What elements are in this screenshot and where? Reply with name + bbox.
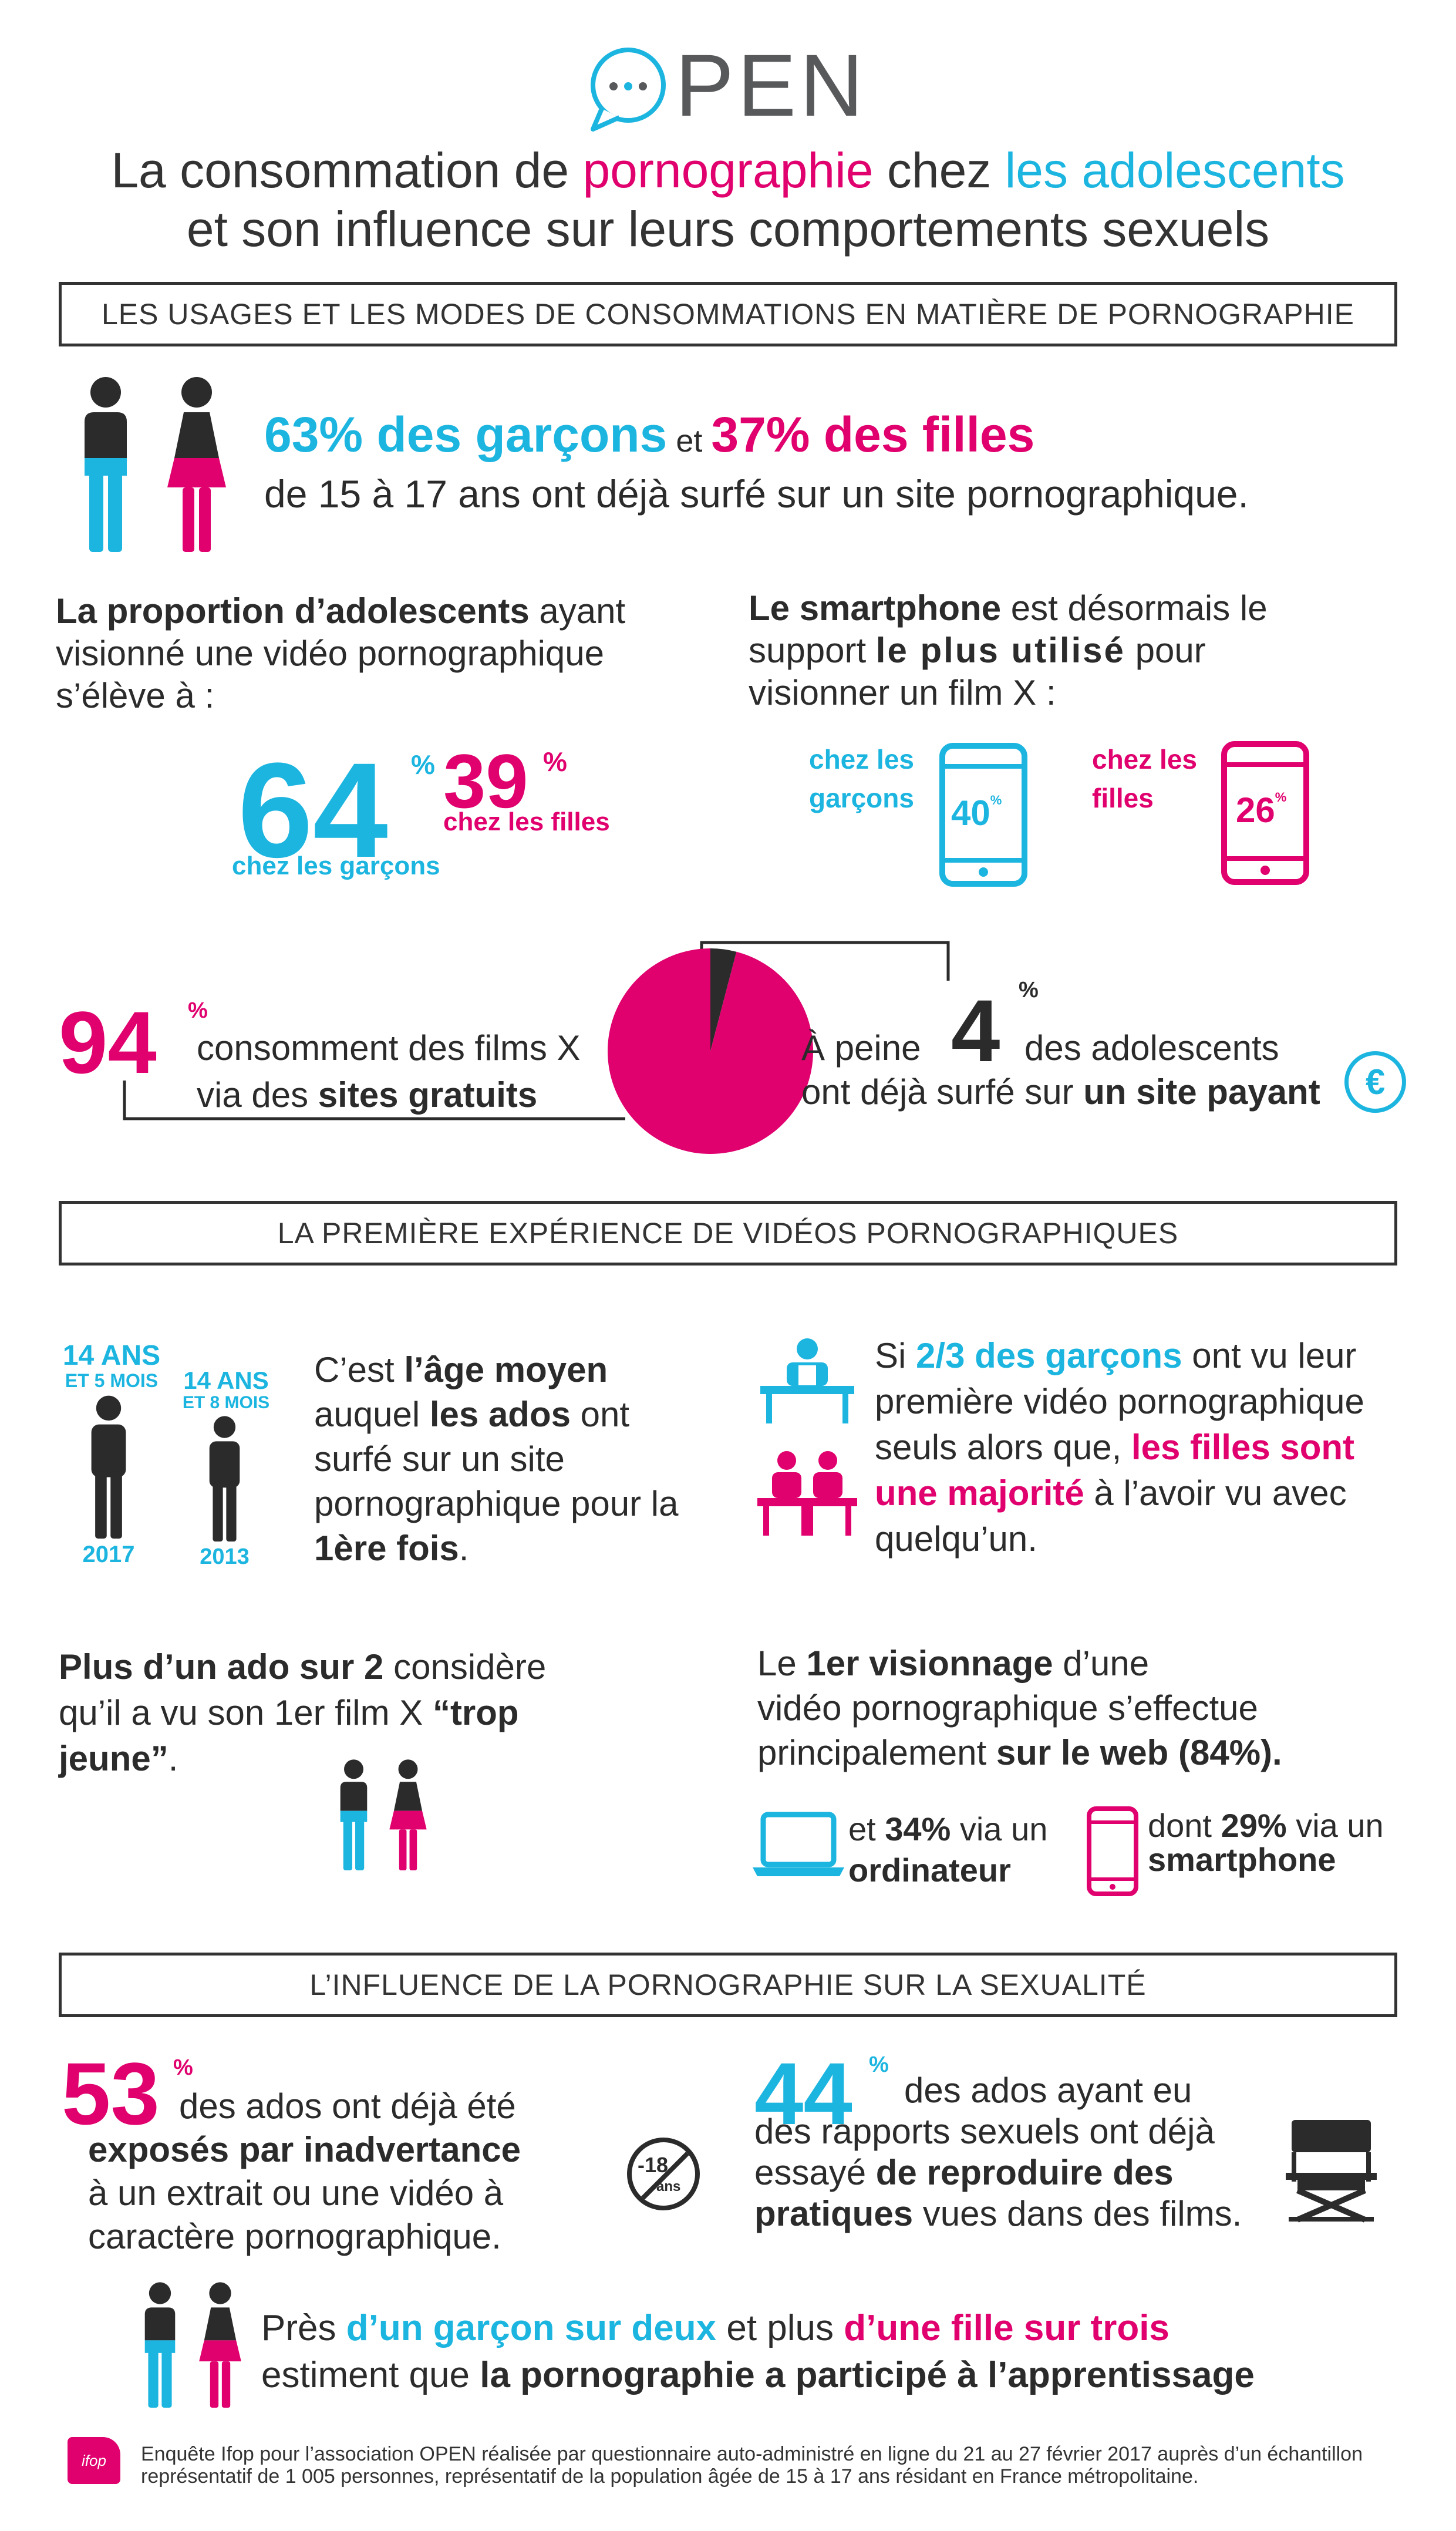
page-title: La consommation de pornographie chez les…	[0, 141, 1456, 258]
small-girl-icon	[389, 1759, 427, 1870]
boys-surfed: 63% des garçons	[264, 407, 668, 462]
boys-proportion-number: 64	[238, 735, 388, 886]
teen-2013-icon	[203, 1415, 247, 1542]
year-2017: 2017	[82, 1542, 135, 1567]
laptop-icon	[753, 1812, 844, 1876]
too-young-text: Plus d’un ado sur 2 considère qu’il a vu…	[59, 1647, 547, 1778]
smartphone-text: Le smartphone est désormais le support l…	[749, 588, 1268, 712]
free-vs-paid-pie	[608, 948, 813, 1154]
learning-text: Près d’un garçon sur deux et plus d’une …	[261, 2308, 1255, 2395]
small-boy-icon	[340, 1759, 368, 1870]
free-sites-number: 94	[59, 993, 157, 1092]
learning-boy-icon	[144, 2282, 176, 2408]
proportion-text: La proportion d’adolescents ayant vision…	[56, 591, 626, 715]
boy-icon	[85, 377, 127, 552]
pie-slice-free	[608, 948, 813, 1154]
girls-proportion-label: chez les filles	[443, 807, 610, 836]
laptop-text: et 34% via un ordinateur	[848, 1810, 1048, 1889]
title-line-2: et son influence sur leurs comportements…	[186, 201, 1270, 257]
boys-proportion-pct: %	[411, 749, 435, 780]
speech-bubble-icon	[591, 48, 666, 132]
director-chair-icon	[1286, 2120, 1377, 2223]
teen-2017-icon	[82, 1395, 135, 1539]
open-logo: PEN	[587, 35, 869, 135]
pie-slice-paid	[710, 948, 737, 1051]
reproduce-text: des ados ayant eu des rapports sexuels o…	[754, 2071, 1242, 2233]
section-header-first-experience: LA PREMIÈRE EXPÉRIENCE DE VIDÉOS PORNOGR…	[59, 1201, 1397, 1266]
paid-sites-number: 4	[951, 981, 1000, 1080]
reproduce-pct: %	[869, 2052, 889, 2077]
girls-proportion-number: 39	[443, 738, 528, 824]
free-sites-pct: %	[188, 998, 208, 1023]
learning-girl-icon	[199, 2282, 241, 2408]
logo-text: PEN	[675, 36, 867, 134]
alone-at-desk-icon	[760, 1338, 854, 1423]
exposed-text: des ados ont déjà été exposés par inadve…	[88, 2086, 521, 2256]
girls-surfed: 37% des filles	[711, 407, 1035, 462]
boys-proportion-label: chez les garçons	[232, 851, 440, 880]
exposed-pct: %	[173, 2055, 193, 2080]
girl-icon	[167, 377, 226, 552]
girls-proportion-pct: %	[543, 746, 567, 777]
average-age-text: C’est l’âge moyen auquel les ados ont su…	[314, 1350, 679, 1568]
euro-icon: €	[1344, 1051, 1406, 1113]
age-2013-label: 14 ANS ET 8 MOIS	[182, 1367, 270, 1413]
surfed-stat: 63% des garçons et 37% des filles de 15 …	[264, 405, 1409, 517]
free-sites-text: consomment des films X via des sites gra…	[197, 1028, 581, 1115]
footer-text: Enquête Ifop pour l’association OPEN réa…	[141, 2443, 1363, 2488]
ifop-logo: ifop	[68, 2437, 120, 2484]
together-at-desk-icon	[757, 1451, 857, 1536]
section-header-influence: L’INFLUENCE DE LA PORNOGRAPHIE SUR LA SE…	[59, 1953, 1397, 2017]
phone-web-text: dont 29% via un smartphone	[1148, 1807, 1384, 1878]
section-header-usages: LES USAGES ET LES MODES DE CONSOMMATIONS…	[59, 282, 1397, 346]
smartphone-girls-value: 26%	[1236, 790, 1287, 830]
smartphone-boys-value: 40%	[951, 793, 1002, 833]
exposed-number: 53	[62, 2044, 160, 2143]
phone-web-icon	[1087, 1806, 1138, 1896]
smartphone-boys-icon	[939, 743, 1027, 887]
smartphone-boys-label: chez les garçons	[809, 744, 914, 813]
reproduce-number: 44	[754, 2044, 852, 2143]
age-2017-label: 14 ANS ET 5 MOIS	[62, 1340, 161, 1392]
alone-text: Si 2/3 des garçons ont vu leur première …	[875, 1336, 1364, 1559]
year-2013: 2013	[200, 1544, 250, 1569]
under-18-icon: -18 ans	[627, 2138, 700, 2210]
title-line-1: La consommation de pornographie chez les…	[111, 143, 1345, 198]
web-text: Le 1er visionnage d’une vidéo pornograph…	[757, 1644, 1282, 1772]
smartphone-girls-icon	[1221, 741, 1309, 885]
smartphone-girls-label: chez les filles	[1092, 744, 1197, 813]
surfed-line-2: de 15 à 17 ans ont déjà surfé sur un sit…	[264, 472, 1249, 516]
